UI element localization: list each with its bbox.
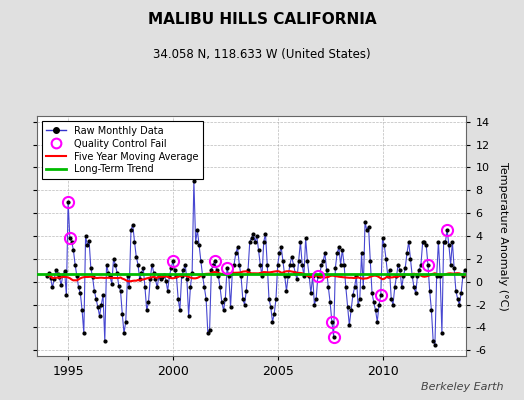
- Text: 34.058 N, 118.633 W (United States): 34.058 N, 118.633 W (United States): [153, 48, 371, 61]
- Legend: Raw Monthly Data, Quality Control Fail, Five Year Moving Average, Long-Term Tren: Raw Monthly Data, Quality Control Fail, …: [41, 121, 203, 179]
- Y-axis label: Temperature Anomaly (°C): Temperature Anomaly (°C): [498, 162, 508, 310]
- Text: MALIBU HILLS CALIFORNIA: MALIBU HILLS CALIFORNIA: [148, 12, 376, 27]
- Text: Berkeley Earth: Berkeley Earth: [421, 382, 503, 392]
